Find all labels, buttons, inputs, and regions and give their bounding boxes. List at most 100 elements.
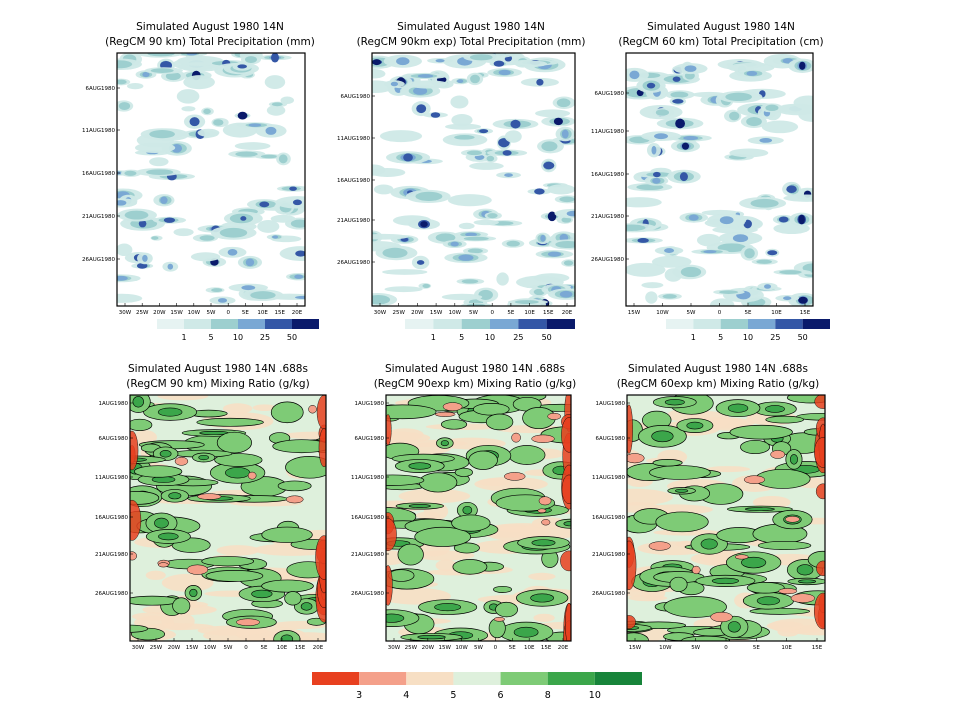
precip-blob [732, 234, 749, 243]
mixing-patch [130, 551, 137, 561]
precip-blob [651, 255, 692, 268]
panel-4: Simulated August 1980 14N .688s (RegCM 90… [95, 363, 327, 651]
mixing-patch [222, 403, 253, 414]
precip-blob [441, 293, 483, 301]
mixing-patch [528, 572, 556, 581]
colorbar-swatch [720, 319, 748, 329]
precip-blob [646, 82, 656, 89]
mixing-patch [790, 593, 815, 603]
precip-blob [382, 269, 428, 275]
mixing-patch [778, 588, 798, 595]
precip-blob [744, 248, 755, 259]
mixing-patch [727, 403, 749, 413]
precip-blob [729, 148, 769, 158]
y-tick-label: 26AUG1980 [591, 257, 625, 263]
precip-blob [176, 89, 200, 104]
mixing-patch [740, 439, 771, 455]
precip-blob [783, 296, 792, 301]
mixing-patch [796, 564, 814, 576]
colorbar-label: 50 [542, 333, 552, 342]
panel-title-line2: (RegCM 90 km) Mixing Ratio (g/kg) [126, 378, 309, 390]
mixing-patch [145, 570, 166, 580]
x-tick-label: 5W [469, 310, 478, 316]
mixing-patch [564, 602, 571, 641]
x-tick-label: 15E [295, 645, 306, 651]
mixing-patch [261, 526, 313, 543]
mixing-colorbar: 3 4 5 6 8 10 [312, 672, 642, 701]
x-tick-label: 5W [474, 645, 483, 651]
y-tick-label: 26AUG1980 [351, 591, 385, 597]
precip-blob [547, 251, 562, 257]
precip-blob [124, 170, 137, 176]
mixing-patch [247, 471, 257, 480]
mixing-patch [131, 612, 176, 621]
precip-blob [150, 68, 174, 73]
mixing-patch [538, 496, 552, 506]
y-tick-label: 21AUG1980 [337, 218, 371, 224]
precip-blob [451, 113, 473, 127]
mixing-patch [132, 396, 144, 408]
mixing-patch [531, 539, 556, 547]
x-tick-label: 15E [543, 310, 554, 316]
colorbar-label: 10 [743, 333, 753, 342]
colorbar-swatch [461, 319, 490, 329]
precip-blob [173, 228, 194, 237]
precip-blob [469, 162, 504, 170]
precip-blob [186, 53, 198, 56]
mixing-patch [789, 454, 798, 465]
precip-blob [219, 227, 248, 238]
precip-blob [645, 291, 658, 304]
colorbar-swatch [312, 672, 360, 685]
mixing-patch [813, 592, 825, 630]
precip-blob [149, 130, 175, 139]
mixing-patch [513, 626, 539, 638]
precip-blob [710, 298, 735, 306]
panel-title-line2: (RegCM 90exp km) Mixing Ratio (g/kg) [374, 378, 577, 390]
mixing-patch [746, 582, 785, 594]
mixing-patch [493, 617, 505, 622]
x-tick-label: 5W [224, 645, 233, 651]
x-tick-label: 20E [558, 645, 569, 651]
mixing-patch [711, 577, 740, 585]
precip-blob [420, 221, 428, 228]
y-tick-label: 1AUG1980 [595, 401, 625, 407]
precip-blob [783, 194, 813, 202]
mixing-patch [158, 562, 169, 568]
colorbar-swatch [453, 672, 501, 685]
precip-blob [241, 285, 256, 291]
precip-blob [372, 69, 386, 79]
precip-blob [127, 82, 144, 90]
mixing-patch [530, 593, 555, 603]
precip-blob [417, 74, 434, 78]
precip-blob [422, 283, 431, 288]
mixing-patch [133, 430, 157, 445]
precip-blob [163, 217, 176, 223]
precip-blob [458, 222, 475, 230]
x-tick-label: 10W [455, 645, 468, 651]
precip-blob [199, 235, 215, 241]
x-tick-label: 5W [687, 310, 696, 316]
colorbar-swatch [265, 319, 292, 329]
precip-blob [662, 294, 677, 299]
mixing-patch [504, 472, 526, 481]
mixing-patch [435, 559, 458, 572]
colorbar-swatch [184, 319, 211, 329]
precip-blob [504, 130, 522, 143]
mixing-patch [627, 540, 637, 591]
x-tick-label: 25W [136, 310, 149, 316]
precip-blob [454, 135, 475, 140]
mixing-patch [440, 419, 468, 430]
mixing-patch [744, 507, 775, 512]
mixing-patch [651, 430, 674, 443]
precip-blob [473, 219, 499, 226]
mixing-patch [655, 511, 709, 533]
x-tick-label: 10W [656, 310, 669, 316]
precip-blob [786, 185, 797, 194]
precip-blob [561, 129, 569, 139]
precip-blob [553, 117, 563, 126]
x-tick-label: 5E [507, 310, 514, 316]
colorbar-swatch [693, 319, 721, 329]
mixing-patch [648, 541, 671, 551]
colorbar-label: 50 [798, 333, 808, 342]
x-tick-label: 5W [691, 645, 700, 651]
